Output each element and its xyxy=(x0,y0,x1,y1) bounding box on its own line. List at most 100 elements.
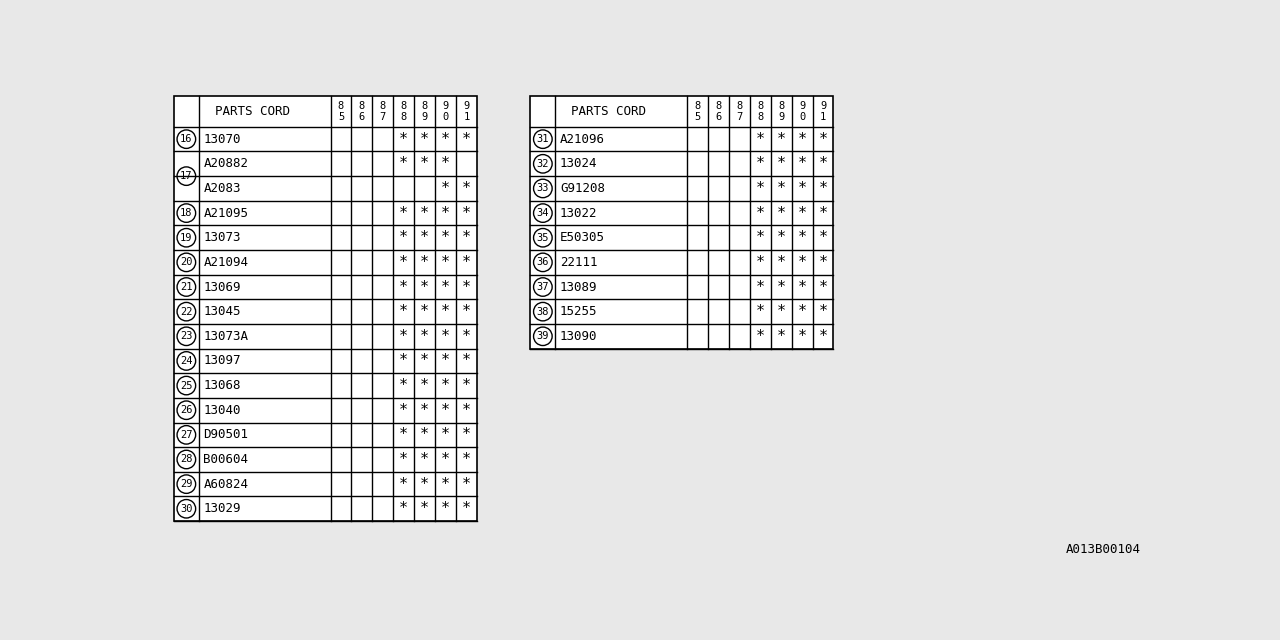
Text: *: * xyxy=(442,477,451,492)
Text: *: * xyxy=(797,156,806,172)
Text: 8: 8 xyxy=(401,101,407,111)
Text: 25: 25 xyxy=(180,381,192,390)
Text: A21096: A21096 xyxy=(559,132,605,146)
Text: *: * xyxy=(818,280,828,294)
Text: *: * xyxy=(818,181,828,196)
Text: *: * xyxy=(462,329,471,344)
Text: 29: 29 xyxy=(180,479,192,489)
Text: 13024: 13024 xyxy=(559,157,598,170)
Text: 5: 5 xyxy=(338,112,344,122)
Text: PARTS CORD: PARTS CORD xyxy=(215,105,289,118)
Text: *: * xyxy=(797,181,806,196)
Text: *: * xyxy=(420,353,429,369)
Text: *: * xyxy=(462,477,471,492)
Text: 8: 8 xyxy=(401,112,407,122)
Text: *: * xyxy=(755,280,765,294)
Text: *: * xyxy=(818,230,828,245)
Text: 22: 22 xyxy=(180,307,192,317)
Text: *: * xyxy=(755,181,765,196)
Text: *: * xyxy=(420,452,429,467)
Text: 5: 5 xyxy=(694,112,700,122)
Text: *: * xyxy=(420,329,429,344)
Text: 13040: 13040 xyxy=(204,404,241,417)
Text: 8: 8 xyxy=(338,101,344,111)
Text: A21094: A21094 xyxy=(204,256,248,269)
Text: *: * xyxy=(442,452,451,467)
Text: *: * xyxy=(777,181,786,196)
Text: *: * xyxy=(399,304,408,319)
Text: *: * xyxy=(442,403,451,418)
Text: 9: 9 xyxy=(443,101,449,111)
Text: *: * xyxy=(420,304,429,319)
Text: 0: 0 xyxy=(443,112,449,122)
Text: 39: 39 xyxy=(536,332,549,341)
Text: 37: 37 xyxy=(536,282,549,292)
Text: 6: 6 xyxy=(716,112,722,122)
Text: 27: 27 xyxy=(180,430,192,440)
Text: *: * xyxy=(777,156,786,172)
Text: *: * xyxy=(420,156,429,172)
Text: A21095: A21095 xyxy=(204,207,248,220)
Text: *: * xyxy=(399,501,408,516)
Text: 32: 32 xyxy=(536,159,549,169)
Text: *: * xyxy=(797,132,806,147)
Text: 13068: 13068 xyxy=(204,379,241,392)
Text: 8: 8 xyxy=(736,101,742,111)
Text: *: * xyxy=(420,205,429,221)
Text: *: * xyxy=(755,230,765,245)
Text: *: * xyxy=(818,255,828,270)
Text: 33: 33 xyxy=(536,184,549,193)
Text: 36: 36 xyxy=(536,257,549,268)
Text: *: * xyxy=(777,304,786,319)
Text: 8: 8 xyxy=(358,101,365,111)
Text: PARTS CORD: PARTS CORD xyxy=(571,105,646,118)
Text: 13045: 13045 xyxy=(204,305,241,318)
Text: *: * xyxy=(442,378,451,393)
Text: 9: 9 xyxy=(799,101,805,111)
Text: 38: 38 xyxy=(536,307,549,317)
Text: 13090: 13090 xyxy=(559,330,598,343)
Text: 7: 7 xyxy=(380,112,387,122)
Text: *: * xyxy=(462,403,471,418)
Text: *: * xyxy=(399,255,408,270)
Text: *: * xyxy=(442,428,451,442)
Text: *: * xyxy=(755,304,765,319)
Text: *: * xyxy=(797,329,806,344)
Text: 7: 7 xyxy=(736,112,742,122)
Text: *: * xyxy=(399,452,408,467)
Text: 1: 1 xyxy=(463,112,470,122)
Text: *: * xyxy=(442,181,451,196)
Text: *: * xyxy=(777,329,786,344)
Text: 8: 8 xyxy=(756,101,763,111)
Bar xyxy=(174,96,477,521)
Text: 30: 30 xyxy=(180,504,192,514)
Text: *: * xyxy=(797,230,806,245)
Text: 24: 24 xyxy=(180,356,192,366)
Text: 13069: 13069 xyxy=(204,280,241,294)
Text: *: * xyxy=(399,156,408,172)
Text: *: * xyxy=(462,280,471,294)
Text: 13022: 13022 xyxy=(559,207,598,220)
Text: *: * xyxy=(442,501,451,516)
Text: *: * xyxy=(399,329,408,344)
Text: A20882: A20882 xyxy=(204,157,248,170)
Text: 13089: 13089 xyxy=(559,280,598,294)
Text: 13073A: 13073A xyxy=(204,330,248,343)
Text: *: * xyxy=(797,280,806,294)
Text: *: * xyxy=(399,378,408,393)
Text: *: * xyxy=(797,205,806,221)
Text: *: * xyxy=(755,156,765,172)
Text: *: * xyxy=(797,304,806,319)
Text: *: * xyxy=(755,255,765,270)
Text: *: * xyxy=(420,280,429,294)
Text: *: * xyxy=(462,181,471,196)
Text: *: * xyxy=(442,280,451,294)
Text: *: * xyxy=(442,353,451,369)
Text: A2083: A2083 xyxy=(204,182,241,195)
Text: *: * xyxy=(777,132,786,147)
Text: *: * xyxy=(399,353,408,369)
Text: *: * xyxy=(399,428,408,442)
Text: *: * xyxy=(818,132,828,147)
Text: 9: 9 xyxy=(820,101,826,111)
Text: *: * xyxy=(442,230,451,245)
